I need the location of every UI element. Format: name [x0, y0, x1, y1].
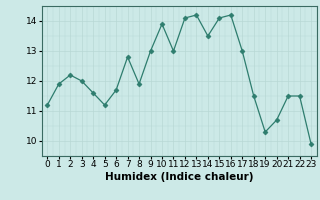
X-axis label: Humidex (Indice chaleur): Humidex (Indice chaleur) [105, 172, 253, 182]
